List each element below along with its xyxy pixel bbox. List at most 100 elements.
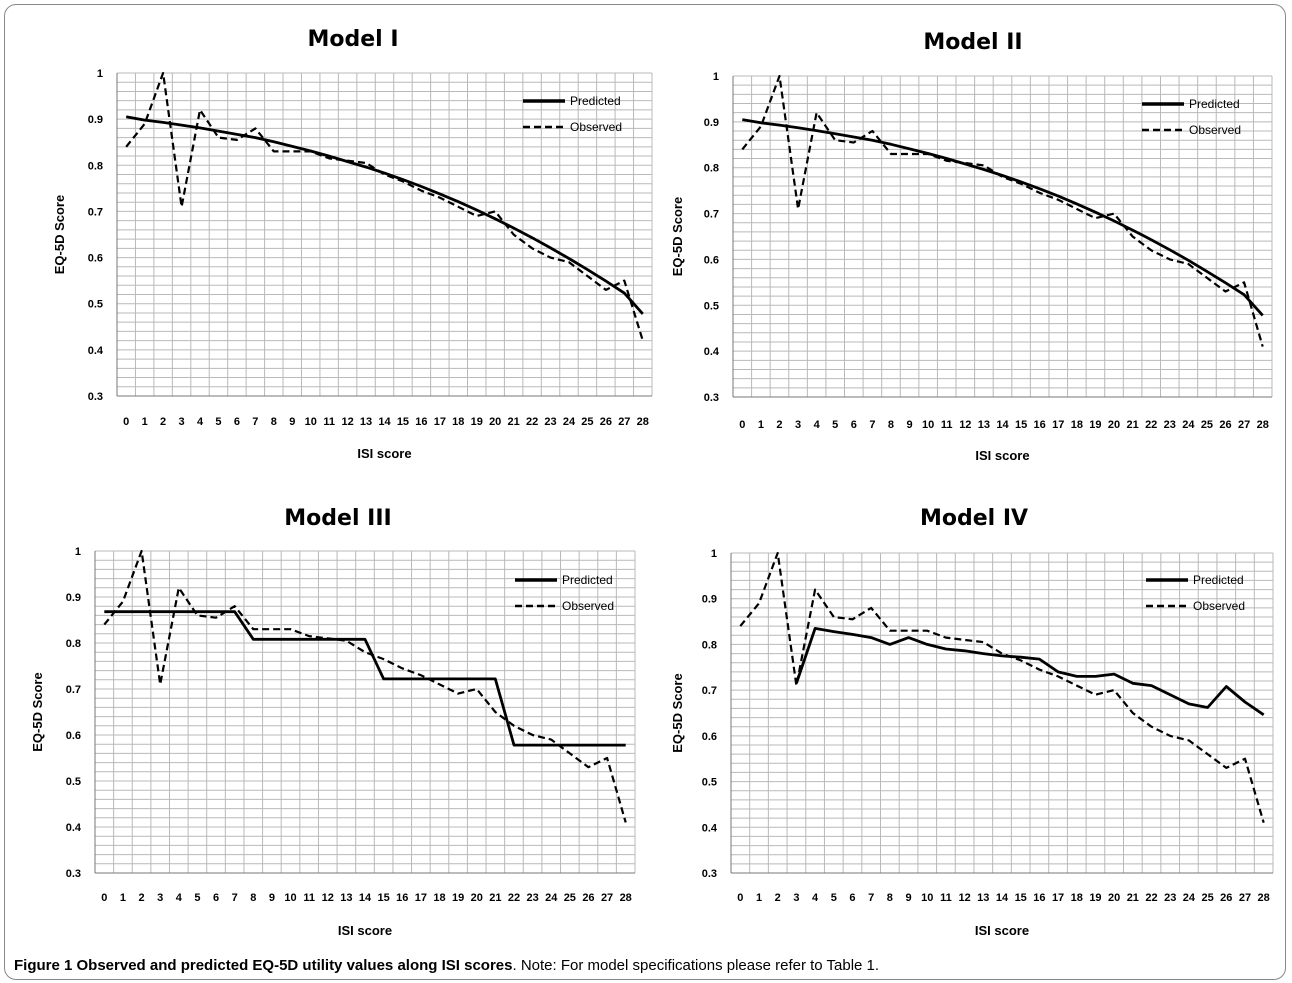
x-tick-label: 21	[489, 892, 501, 904]
x-tick-label: 11	[941, 419, 953, 431]
x-tick-label: 2	[776, 419, 782, 431]
x-tick-label: 23	[526, 892, 538, 904]
y-axis-label: EQ-5D Score	[670, 197, 685, 276]
x-tick-label: 0	[123, 416, 129, 428]
chart-title: Model II	[923, 30, 1022, 55]
y-tick-label: 1	[75, 546, 81, 558]
x-axis-label: ISI score	[338, 923, 392, 938]
series-line-observed	[739, 551, 1265, 824]
x-tick-label: 26	[1220, 892, 1232, 904]
figure-frame	[4, 4, 1286, 980]
chart-title: Model I	[307, 27, 398, 52]
x-tick-label: 11	[323, 416, 335, 428]
x-tick-label: 9	[905, 892, 911, 904]
x-tick-label: 5	[832, 419, 838, 431]
figure-caption: Figure 1 Observed and predicted EQ-5D ut…	[14, 957, 879, 974]
legend-label-predicted: Predicted	[1193, 573, 1244, 587]
y-tick-label: 0.9	[88, 114, 103, 126]
chart-panel-2: 0.30.40.50.60.70.80.910 1 2 3 4 5 6 7 8 9 10 11 12 13…	[670, 30, 1273, 463]
x-tick-label: 23	[1164, 892, 1176, 904]
x-tick-label: 14	[378, 416, 391, 428]
x-tick-label: 13	[977, 892, 989, 904]
y-tick-label: 0.9	[704, 117, 719, 129]
x-tick-label: 0	[101, 892, 107, 904]
x-tick-label: 4	[812, 892, 819, 904]
y-tick-label: 0.7	[66, 684, 81, 696]
x-tick-label: 1	[120, 892, 126, 904]
x-tick-label: 14	[996, 892, 1009, 904]
y-tick-label: 0.3	[88, 391, 103, 403]
y-tick-label: 0.3	[66, 868, 81, 880]
x-tick-label: 24	[1182, 419, 1195, 431]
legend-label-observed: Observed	[562, 599, 614, 613]
x-tick-label: 9	[907, 419, 913, 431]
x-tick-label: 3	[793, 892, 799, 904]
y-tick-label: 0.5	[88, 299, 103, 311]
x-tick-label: 17	[1052, 419, 1064, 431]
x-tick-label: 7	[868, 892, 874, 904]
x-tick-label: 1	[142, 416, 148, 428]
x-tick-label: 25	[581, 416, 593, 428]
x-tick-label: 1	[758, 419, 764, 431]
x-tick-label: 19	[1089, 419, 1101, 431]
y-tick-label: 0.8	[702, 639, 717, 651]
x-tick-label: 28	[1257, 419, 1269, 431]
x-tick-label: 22	[526, 416, 538, 428]
caption-note: . Note: For model specifications please …	[512, 957, 880, 974]
y-tick-label: 0.8	[66, 638, 81, 650]
x-tick-label: 28	[1258, 892, 1270, 904]
y-tick-label: 0.4	[66, 822, 82, 834]
x-tick-label: 24	[563, 416, 576, 428]
series-line-observed	[125, 71, 644, 341]
x-tick-label: 2	[160, 416, 166, 428]
y-tick-label: 0.8	[704, 163, 719, 175]
x-tick-label: 10	[284, 892, 296, 904]
chart-title: Model IV	[920, 506, 1028, 531]
x-axis-label: ISI score	[975, 923, 1029, 938]
legend: Predicted Observed	[523, 94, 622, 134]
x-tick-label: 25	[564, 892, 576, 904]
y-tick-label: 1	[97, 68, 103, 80]
y-axis-label: EQ-5D Score	[30, 672, 45, 751]
x-tick-label: 24	[545, 892, 558, 904]
series-line-predicted	[104, 610, 626, 747]
x-tick-label: 18	[433, 892, 445, 904]
x-tick-label: 11	[940, 892, 952, 904]
y-tick-label: 0.4	[702, 822, 718, 834]
x-tick-label: 20	[471, 892, 483, 904]
x-tick-label: 5	[194, 892, 200, 904]
x-tick-label: 14	[996, 419, 1009, 431]
x-tick-label: 25	[1201, 892, 1213, 904]
y-tick-label: 0.5	[702, 777, 717, 789]
x-tick-label: 17	[434, 416, 446, 428]
chart-panel-4: 0.30.40.50.60.70.80.910 1 2 3 4 5 6 7 8 9 10 11 12 13…	[670, 506, 1274, 938]
x-tick-label: 6	[851, 419, 857, 431]
x-tick-label: 27	[618, 416, 630, 428]
x-tick-label: 8	[887, 892, 893, 904]
x-tick-label: 10	[922, 419, 934, 431]
chart-panel-1: 0.30.40.50.60.70.80.910 1 2 3 4 5 6 7 8 9 10 11 12 13…	[52, 27, 653, 461]
x-tick-label: 17	[1052, 892, 1064, 904]
series-line-predicted	[742, 118, 1264, 317]
x-tick-label: 24	[1183, 892, 1196, 904]
x-tick-label: 26	[582, 892, 594, 904]
legend: Predicted Observed	[1146, 573, 1245, 613]
x-tick-label: 15	[377, 892, 389, 904]
x-tick-label: 28	[620, 892, 632, 904]
y-tick-label: 0.6	[88, 253, 103, 265]
x-tick-label: 20	[1108, 419, 1120, 431]
legend-label-observed: Observed	[1193, 599, 1245, 613]
x-tick-label: 27	[601, 892, 613, 904]
x-tick-label: 5	[831, 892, 837, 904]
x-tick-label: 7	[232, 892, 238, 904]
x-tick-label: 27	[1238, 419, 1250, 431]
x-tick-label: 1	[756, 892, 762, 904]
x-tick-label: 4	[814, 419, 821, 431]
x-tick-label: 26	[1219, 419, 1231, 431]
y-tick-label: 1	[711, 548, 717, 560]
x-tick-label: 12	[322, 892, 334, 904]
x-tick-label: 5	[215, 416, 221, 428]
charts-canvas: 0.30.40.50.60.70.80.910 1 2 3 4 5 6 7 8 9 10 11 12 13…	[30, 27, 1274, 938]
x-tick-label: 19	[1089, 892, 1101, 904]
x-tick-label: 25	[1201, 419, 1213, 431]
